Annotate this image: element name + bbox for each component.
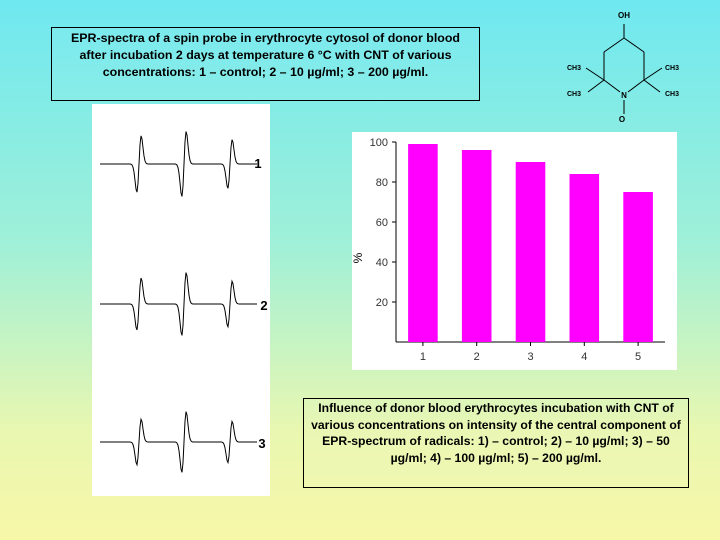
epr-spectrum-trace-2: [100, 272, 257, 336]
nitrogen-label: N: [621, 91, 627, 100]
bar-3: [515, 162, 546, 342]
bar-2: [461, 150, 492, 342]
bar-1: [408, 144, 438, 342]
ch3-bottom-left-label: CH3: [567, 91, 581, 98]
top-caption: EPR-spectra of a spin probe in erythrocy…: [51, 27, 480, 101]
bar-4: [569, 174, 600, 342]
epr-spectrum-trace-1: [100, 131, 257, 197]
bar-5: [623, 192, 653, 342]
spectrum-label-3: 3: [258, 436, 265, 451]
ch3-top-left-label: CH3: [567, 65, 581, 72]
bottom-caption: Influence of donor blood erythrocytes in…: [303, 398, 689, 488]
y-tick-label: 40: [376, 257, 388, 269]
spectrum-label-2: 2: [260, 298, 267, 313]
bar-chart-panel: 20 40 60 80 100 1 2 3 4 5 %: [351, 132, 677, 370]
epr-spectrum-trace-3: [100, 411, 257, 473]
y-tick-label: 20: [376, 297, 388, 309]
bottom-caption-text: Influence of donor blood erythrocytes in…: [311, 401, 681, 465]
y-axis-label: %: [352, 252, 365, 263]
top-caption-text: EPR-spectra of a spin probe in erythrocy…: [71, 31, 460, 79]
x-tick-label-2: 2: [474, 351, 480, 363]
oxygen-label: O: [619, 115, 625, 124]
ch3-bottom-right-label: CH3: [665, 91, 679, 98]
y-tick-label: 60: [376, 217, 388, 229]
ch3-top-right-label: CH3: [665, 65, 679, 72]
x-tick-label-3: 3: [527, 351, 533, 363]
y-tick-label: 100: [370, 137, 388, 149]
bar-chart: 20 40 60 80 100 1 2 3 4 5 %: [351, 137, 665, 363]
x-tick-label-5: 5: [635, 351, 641, 363]
oh-label: OH: [618, 11, 630, 20]
epr-spectra-panel: 1 2 3: [92, 104, 270, 496]
x-tick-label-1: 1: [420, 351, 426, 363]
epr-spectra-traces: [100, 131, 257, 473]
x-tick-label-4: 4: [581, 351, 587, 363]
nitroxide-structure-diagram: OH CH3 CH3 CH3 CH3 N O: [567, 11, 679, 124]
y-tick-label: 80: [376, 177, 388, 189]
spectrum-label-1: 1: [254, 156, 261, 171]
